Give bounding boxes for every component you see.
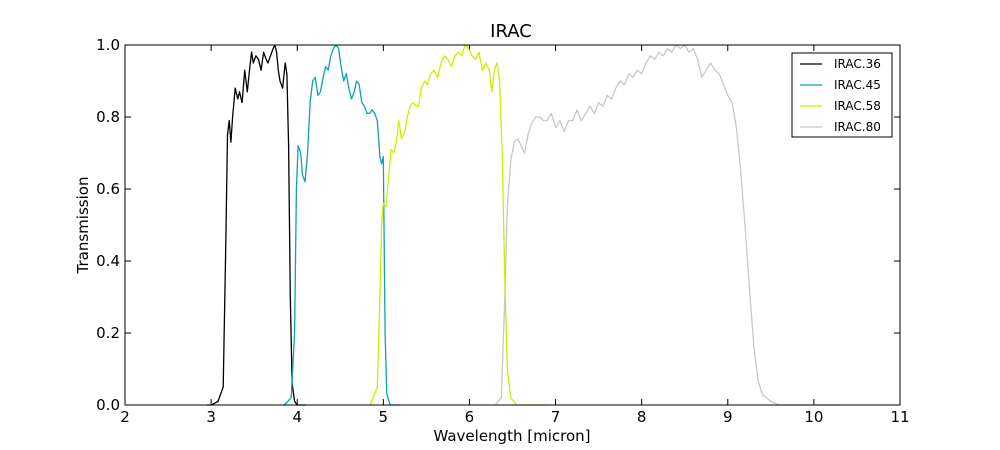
x-tick-label: 2 [120, 408, 130, 426]
y-tick-label: 1.0 [96, 36, 120, 54]
x-tick-label: 6 [465, 408, 475, 426]
legend-label: IRAC.58 [834, 99, 881, 113]
x-tick-label: 10 [804, 408, 823, 426]
x-tick-label: 8 [637, 408, 647, 426]
x-tick-label: 4 [292, 408, 302, 426]
plot-frame [124, 44, 901, 406]
x-tick-label: 7 [551, 408, 561, 426]
series-line-irac-80 [494, 44, 840, 406]
chart-title: IRAC [490, 21, 532, 42]
x-tick-label: 9 [723, 408, 733, 426]
series-lines [206, 44, 840, 406]
legend-label: IRAC.36 [834, 57, 881, 71]
x-tick-label: 5 [379, 408, 389, 426]
series-line-irac-36 [206, 44, 306, 406]
y-axis-label: Transmission [74, 177, 92, 275]
legend: IRAC.36 IRAC.45 IRAC.58 IRAC.80 [791, 52, 893, 138]
series-line-irac-45 [283, 44, 401, 406]
y-tick-label: 0.6 [96, 180, 120, 198]
series-line-irac-58 [369, 44, 547, 406]
y-tick-label: 0.4 [96, 252, 120, 270]
legend-label: IRAC.45 [834, 78, 881, 92]
x-tick-label: 11 [890, 408, 909, 426]
legend-label: IRAC.80 [834, 120, 881, 134]
legend-box [791, 52, 893, 138]
y-tick-label: 0.0 [96, 396, 120, 414]
x-tick-label: 3 [206, 408, 216, 426]
y-tick-label: 0.2 [96, 324, 120, 342]
x-axis-label: Wavelength [micron] [433, 427, 590, 445]
y-tick-label: 0.8 [96, 108, 120, 126]
